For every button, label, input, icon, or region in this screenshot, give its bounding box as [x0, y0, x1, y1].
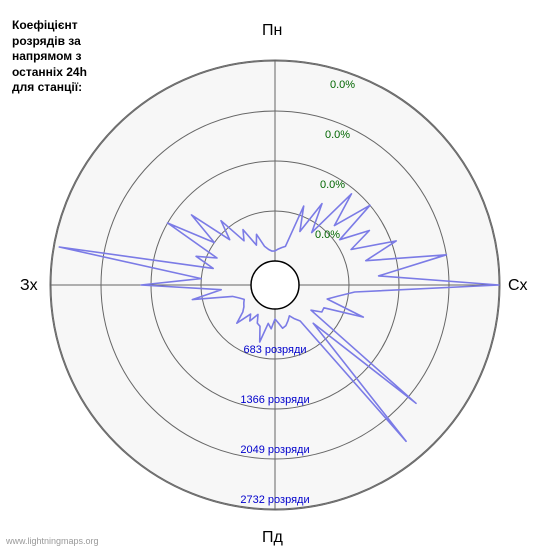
ring-label-percent: 0.0% — [320, 179, 345, 191]
ring-label-strikes: 683 розряди — [243, 344, 306, 356]
ring-label-strikes: 2049 розряди — [240, 444, 309, 456]
axis-label-west: Зх — [20, 277, 38, 294]
axis-label-east: Сх — [508, 277, 528, 294]
ring-label-percent: 0.0% — [330, 79, 355, 91]
polar-chart: Пн Сх Пд Зх 683 розряди 1366 розряди 2049 розр… — [0, 0, 550, 550]
ring-label-percent: 0.0% — [315, 229, 340, 241]
axis-label-south: Пд — [262, 529, 284, 546]
ring-label-percent: 0.0% — [325, 129, 350, 141]
axis-label-north: Пн — [262, 22, 282, 39]
ring-label-strikes: 1366 розряди — [240, 394, 309, 406]
center-hub — [251, 261, 299, 309]
ring-label-strikes: 2732 розряди — [240, 494, 309, 506]
